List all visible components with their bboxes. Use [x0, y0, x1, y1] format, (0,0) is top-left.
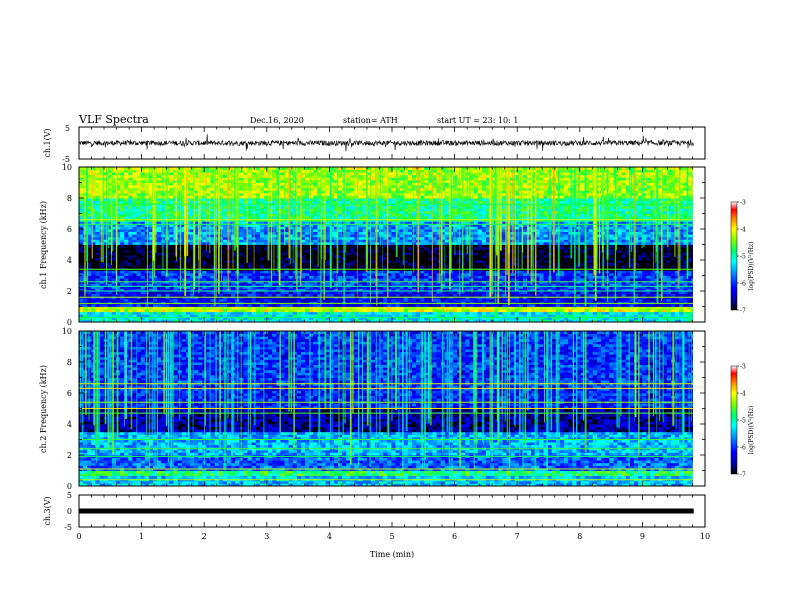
colorbar-tick-label: -6 — [740, 281, 746, 288]
time-tick-label: 6 — [452, 532, 457, 541]
ch1-spectrogram-ylabel: ch.1 Frequency (kHz) — [39, 201, 48, 289]
colorbar-tick-label: -7 — [740, 308, 746, 315]
time-tick-label: 8 — [577, 532, 582, 541]
freq-tick-label: 2 — [67, 451, 72, 460]
ch3-waveform-trace — [79, 508, 694, 514]
figure-title: VLF Spectra — [78, 113, 149, 126]
time-axis-label: Time (min) — [370, 550, 414, 559]
freq-tick-label: 0 — [67, 318, 72, 327]
time-axis: 0 1 2 3 4 5 6 7 8 9 10 — [76, 532, 710, 541]
ch2-spectrogram-image — [79, 331, 693, 486]
ch1-x-ticks — [78, 127, 706, 159]
ch1-spectrogram-panel: 0 2 4 6 8 10 ch.1 Frequency (kHz) -3 -4 -5 -6 -7 l… — [39, 163, 755, 327]
freq-tick-label: 10 — [62, 327, 72, 336]
freq-tick-label: 6 — [67, 389, 72, 398]
start-time-label: start UT = 23: 10: 1 — [437, 116, 518, 125]
ch3-waveform-panel: 5 0 -5 ch.3(V) 0 1 2 3 4 5 6 7 8 9 10 Time (min) — [43, 491, 710, 559]
time-tick-label: 0 — [76, 532, 81, 541]
ch1-ytick-bottom: -5 — [62, 155, 70, 164]
time-tick-label: 9 — [640, 532, 645, 541]
ch3-ytick-label: 0 — [67, 507, 72, 516]
ch3-y-ticks: 5 0 -5 — [64, 491, 72, 532]
colorbar-tick-label: -5 — [740, 418, 746, 425]
colorbar-tick-label: -4 — [740, 227, 746, 234]
time-tick-label: 7 — [515, 532, 520, 541]
ch1-colorbar: -3 -4 -5 -6 -7 log(PSD)(V²/Hz) — [730, 200, 755, 315]
ch1-spectrogram-axis: 0 2 4 6 8 10 — [62, 163, 706, 327]
ch1-waveform-trace — [78, 134, 694, 152]
freq-tick-label: 0 — [67, 482, 72, 491]
colorbar-tick-label: -3 — [740, 364, 746, 371]
date-label: Dec.16, 2020 — [250, 116, 304, 125]
colorbar-tick-label: -3 — [740, 200, 746, 207]
ch3-ytick-label: 5 — [67, 491, 72, 500]
freq-tick-label: 4 — [67, 420, 72, 429]
ch2-colorbar: -3 -4 -5 -6 -7 log(PSD)(V²/Hz) — [730, 364, 755, 479]
ch2-spectrogram-ylabel: ch.2 Frequency (kHz) — [39, 365, 48, 453]
freq-tick-label: 8 — [67, 194, 72, 203]
time-tick-label: 3 — [264, 532, 269, 541]
freq-tick-label: 6 — [67, 225, 72, 234]
time-tick-label: 1 — [139, 532, 144, 541]
time-tick-label: 10 — [700, 532, 710, 541]
freq-tick-label: 8 — [67, 358, 72, 367]
ch2-spectrogram-panel: 0 2 4 6 8 10 ch.2 Frequency (kHz) -3 -4 -5 -6 -7 l… — [39, 327, 755, 491]
time-tick-label: 5 — [389, 532, 394, 541]
freq-tick-label: 10 — [62, 163, 72, 172]
ch3-x-ticks — [78, 495, 706, 527]
colorbar-gradient — [730, 201, 738, 311]
ch2-spectrogram-axis: 0 2 4 6 8 10 — [62, 327, 706, 491]
colorbar-label: log(PSD)(V²/Hz) — [748, 406, 755, 455]
freq-tick-label: 2 — [67, 287, 72, 296]
colorbar-tick-label: -7 — [740, 472, 746, 479]
ch1-spectrogram-image — [79, 167, 693, 322]
ch1-ytick-top: 5 — [65, 124, 70, 133]
ch3-ytick-label: -5 — [64, 523, 72, 532]
ch1-waveform-ylabel: ch.1(V) — [43, 128, 52, 157]
time-tick-label: 4 — [327, 532, 332, 541]
station-label: station= ATH — [343, 116, 398, 125]
colorbar-tick-label: -4 — [740, 391, 746, 398]
colorbar-tick-label: -6 — [740, 445, 746, 452]
ch1-waveform-panel: 5 -5 ch.1(V) — [43, 124, 706, 164]
colorbar-gradient — [730, 365, 738, 475]
time-tick-label: 2 — [202, 532, 207, 541]
colorbar-label: log(PSD)(V²/Hz) — [748, 242, 755, 291]
colorbar-tick-label: -5 — [740, 254, 746, 261]
freq-tick-label: 4 — [67, 256, 72, 265]
ch3-waveform-ylabel: ch.3(V) — [43, 496, 52, 525]
